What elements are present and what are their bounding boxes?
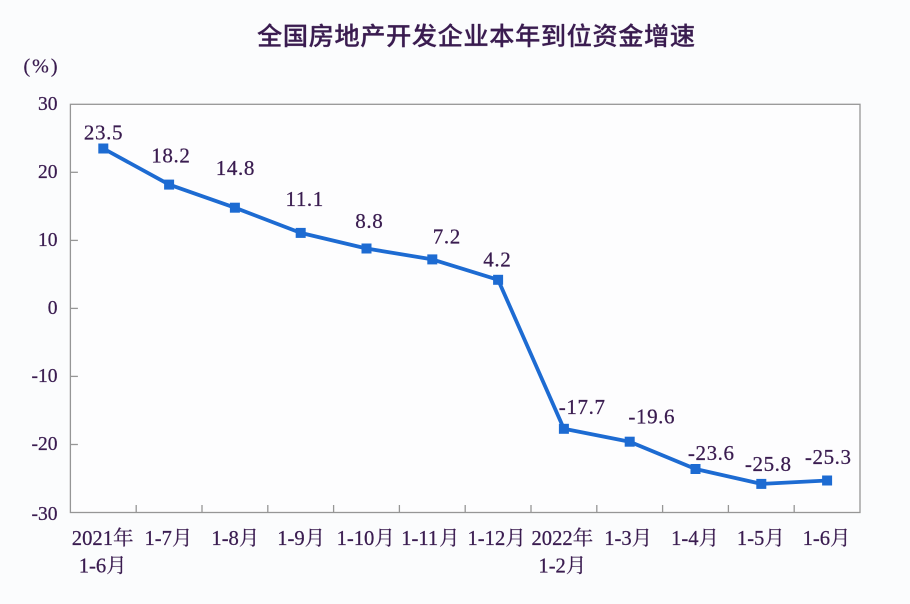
svg-text:1-6: 1-6 bbox=[79, 556, 106, 578]
svg-text:1-5: 1-5 bbox=[737, 528, 764, 550]
svg-text:1-2: 1-2 bbox=[538, 556, 565, 578]
svg-text:1-6: 1-6 bbox=[803, 528, 830, 550]
svg-text:11.1: 11.1 bbox=[286, 187, 324, 211]
svg-text:2022: 2022 bbox=[532, 528, 573, 550]
svg-text:-25.3: -25.3 bbox=[805, 445, 852, 469]
svg-text:-25.8: -25.8 bbox=[745, 452, 792, 476]
svg-text:-19.6: -19.6 bbox=[628, 405, 675, 429]
svg-text:1-12: 1-12 bbox=[468, 528, 506, 550]
svg-text:-10: -10 bbox=[32, 366, 58, 387]
svg-text:1-3: 1-3 bbox=[604, 528, 631, 550]
svg-text:10: 10 bbox=[38, 230, 58, 251]
svg-text:14.8: 14.8 bbox=[216, 156, 255, 180]
svg-text:2021: 2021 bbox=[72, 528, 113, 550]
svg-text:-23.6: -23.6 bbox=[688, 441, 735, 465]
svg-text:30: 30 bbox=[38, 94, 58, 115]
svg-text:1-7: 1-7 bbox=[145, 528, 172, 550]
svg-text:20: 20 bbox=[38, 162, 58, 183]
svg-text:7.2: 7.2 bbox=[433, 225, 461, 249]
svg-text:-30: -30 bbox=[32, 504, 58, 525]
svg-text:4.2: 4.2 bbox=[483, 248, 511, 272]
svg-text:-17.7: -17.7 bbox=[559, 395, 606, 419]
svg-text:23.5: 23.5 bbox=[84, 121, 123, 145]
svg-text:1-8: 1-8 bbox=[211, 528, 238, 550]
svg-text:1-4: 1-4 bbox=[671, 528, 698, 550]
svg-text:8.8: 8.8 bbox=[355, 209, 383, 233]
svg-text:-20: -20 bbox=[32, 434, 58, 455]
svg-text:1-9: 1-9 bbox=[277, 528, 304, 550]
svg-text:1-11: 1-11 bbox=[401, 528, 438, 550]
svg-text:1-10: 1-10 bbox=[337, 528, 375, 550]
svg-text:(%): (%) bbox=[24, 56, 60, 78]
svg-text:0: 0 bbox=[48, 298, 58, 319]
svg-text:18.2: 18.2 bbox=[151, 144, 190, 168]
